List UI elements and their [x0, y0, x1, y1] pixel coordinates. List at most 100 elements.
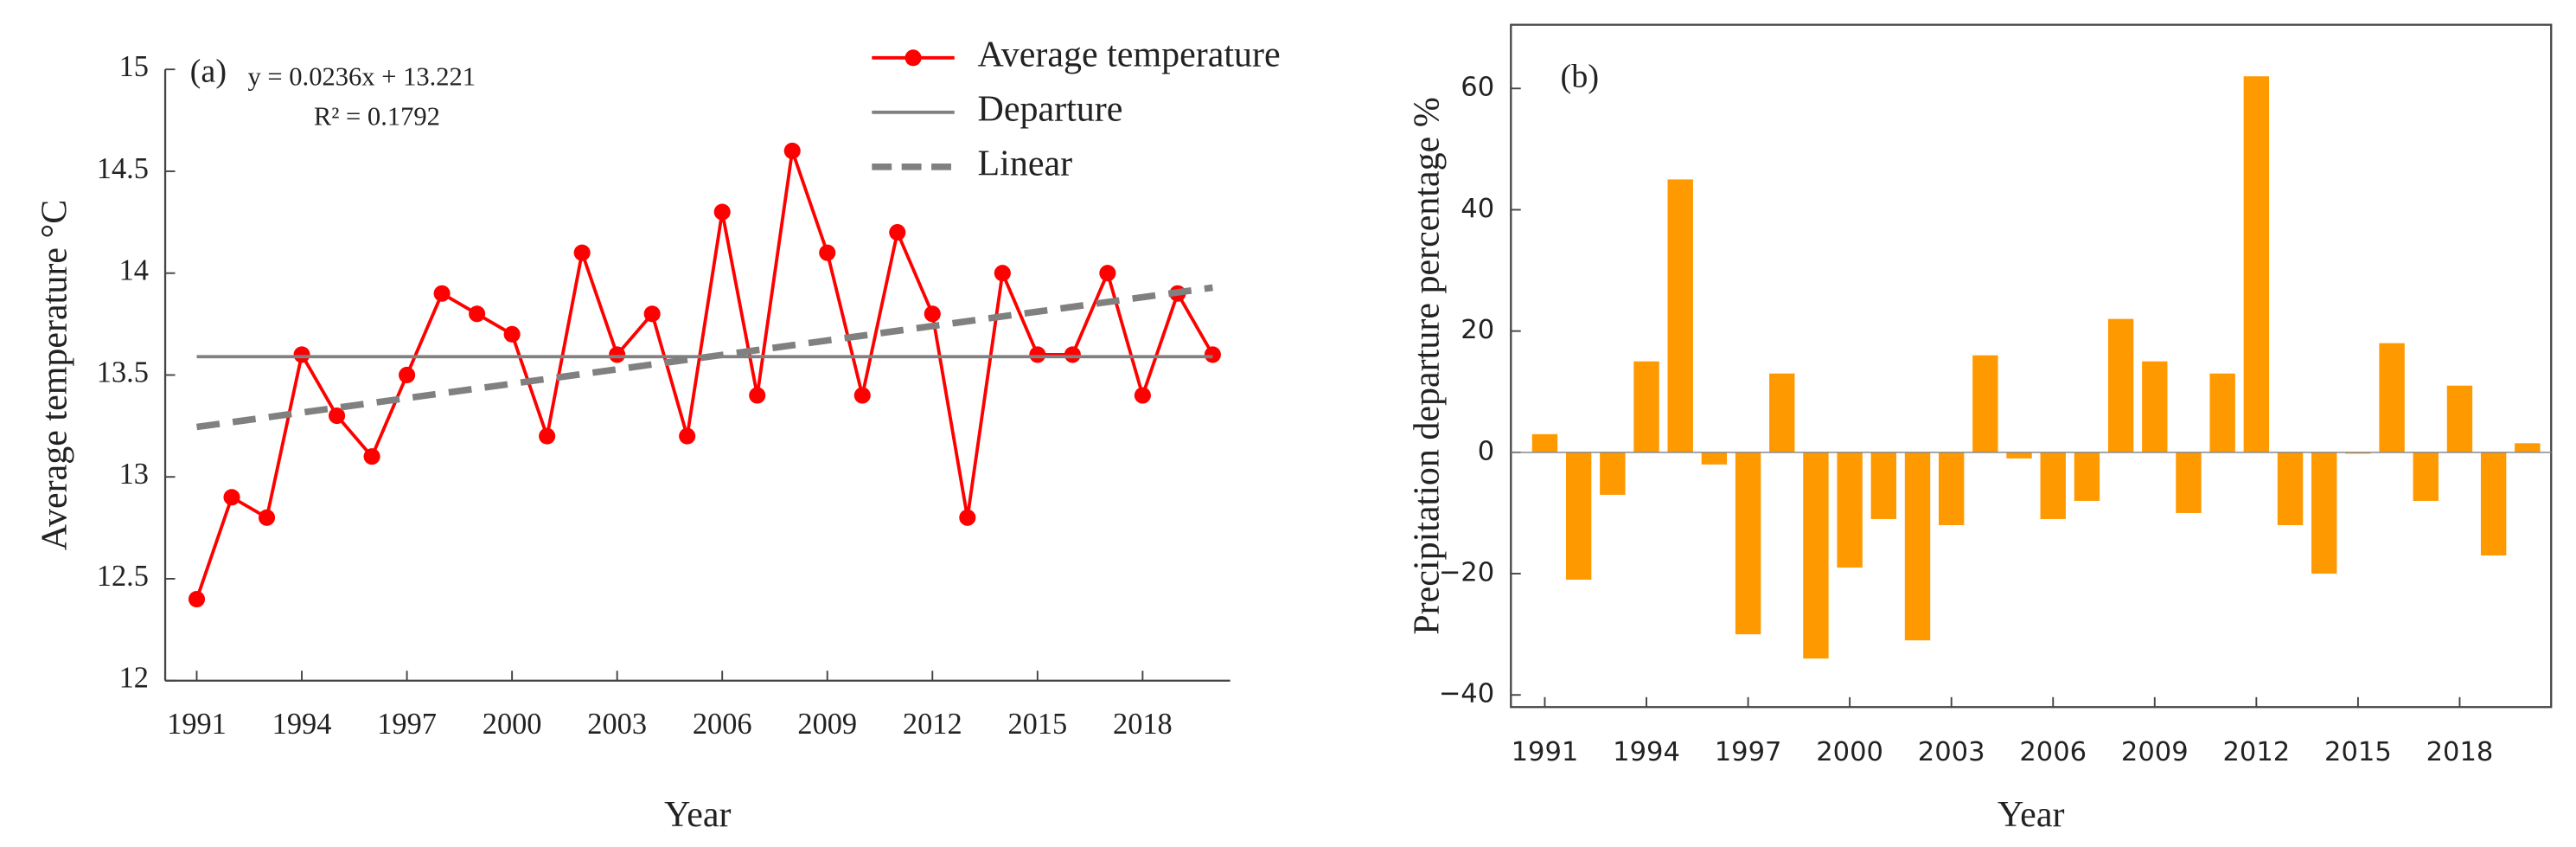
bar — [1701, 452, 1728, 465]
annotation: (a) — [190, 54, 227, 90]
annotation: (b) — [1561, 58, 1600, 94]
series-line — [195, 150, 1215, 600]
x-tick-label: 2015 — [1007, 708, 1067, 741]
point — [399, 366, 416, 384]
y-tick-label: 13.5 — [97, 356, 149, 388]
x-tick-label: 2003 — [1918, 737, 1985, 767]
x-tick-label: 2012 — [2222, 737, 2290, 767]
bar — [1938, 452, 1965, 525]
x-tick-label: 2015 — [2324, 737, 2392, 767]
bar — [2277, 452, 2304, 525]
x-tick-label: 2018 — [2426, 737, 2494, 767]
y-tick-label: 14.5 — [97, 152, 149, 185]
point — [188, 590, 206, 608]
bar — [2413, 452, 2439, 501]
bar — [1972, 355, 1998, 452]
x-tick-label: 1997 — [377, 708, 437, 741]
bar — [2311, 452, 2337, 574]
point — [819, 244, 836, 261]
bar — [1803, 452, 1829, 659]
x-tick-label: 2009 — [2121, 737, 2189, 767]
x-tick-label: 2006 — [693, 708, 752, 741]
y-tick-label: −40 — [1439, 679, 1494, 709]
x-tick-label: 1991 — [1512, 737, 1579, 767]
point — [924, 305, 941, 323]
point — [679, 427, 696, 445]
bar — [2176, 452, 2202, 513]
x-tick-label: 2006 — [2019, 737, 2087, 767]
point — [223, 489, 240, 506]
point — [609, 346, 626, 363]
bar — [1600, 452, 1626, 495]
point — [539, 427, 556, 445]
bar — [2480, 452, 2507, 556]
y-axis-label: Average temperature °C — [35, 200, 75, 550]
point — [293, 346, 310, 363]
bar — [1667, 179, 1693, 452]
bar — [2209, 373, 2235, 452]
point — [469, 305, 486, 323]
bar — [1531, 433, 1558, 452]
bar — [2243, 76, 2270, 452]
point — [783, 142, 801, 159]
y-tick-label: 0 — [1478, 436, 1494, 466]
point — [573, 244, 591, 261]
bar — [2379, 343, 2405, 452]
point — [1134, 387, 1151, 404]
x-tick-label: 2012 — [903, 708, 962, 741]
annotation: R² = 0.1792 — [314, 101, 440, 131]
bar — [2142, 361, 2168, 452]
point — [889, 224, 906, 241]
x-tick-label: 1991 — [167, 708, 227, 741]
bar — [1633, 361, 1659, 452]
point — [959, 509, 976, 526]
point — [1064, 346, 1081, 363]
bar — [1769, 373, 1795, 452]
y-axis-label: Precipitation departure percentage % — [1407, 97, 1447, 635]
bar — [1565, 452, 1592, 581]
bar — [1837, 452, 1863, 568]
bar — [2006, 452, 2032, 459]
point — [329, 407, 346, 425]
y-tick-label: 12.5 — [97, 560, 149, 593]
x-tick-label: 2003 — [587, 708, 647, 741]
point — [1204, 346, 1221, 363]
point — [853, 387, 871, 404]
x-tick-label: 2000 — [1816, 737, 1883, 767]
point — [994, 265, 1011, 282]
y-tick-label: 14 — [119, 254, 149, 287]
x-tick-label: 1994 — [1613, 737, 1680, 767]
bar — [1735, 452, 1761, 635]
x-axis-label: Year — [1998, 795, 2064, 835]
point — [258, 509, 276, 526]
point — [643, 305, 661, 323]
legend-label: Linear — [978, 144, 1073, 184]
legend-label: Average temperature — [978, 35, 1281, 74]
y-tick-label: 12 — [119, 662, 149, 695]
x-tick-label: 1994 — [272, 708, 332, 741]
y-tick-label: −20 — [1439, 558, 1494, 588]
x-axis-label: Year — [664, 795, 731, 835]
bar — [2074, 452, 2100, 501]
point — [713, 203, 731, 221]
bar — [1904, 452, 1931, 641]
bar — [1870, 452, 1897, 519]
y-tick-label: 60 — [1461, 73, 1494, 103]
point — [1099, 265, 1116, 282]
x-tick-label: 2018 — [1113, 708, 1173, 741]
point — [1029, 346, 1046, 363]
bar — [2107, 318, 2134, 452]
series-line — [195, 284, 1213, 431]
y-tick-label: 13 — [119, 458, 149, 491]
x-tick-label: 2009 — [797, 708, 857, 741]
point — [433, 285, 451, 302]
y-tick-label: 20 — [1461, 315, 1494, 345]
legend-marker — [904, 49, 922, 67]
annotation: y = 0.0236x + 13.221 — [248, 62, 476, 92]
bar — [2040, 452, 2066, 519]
point — [363, 448, 380, 465]
point — [503, 325, 521, 343]
bar — [2515, 443, 2541, 452]
